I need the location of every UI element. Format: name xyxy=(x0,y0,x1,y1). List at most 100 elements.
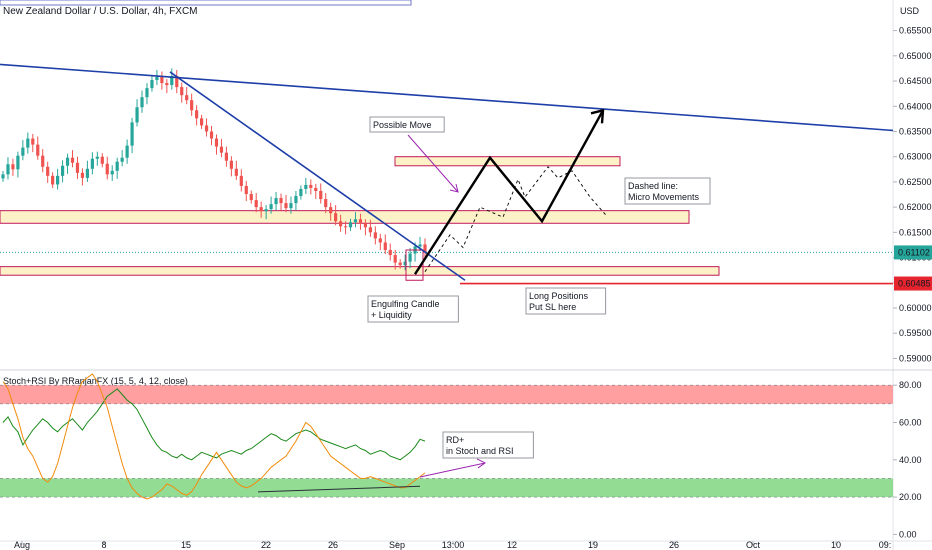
candle-body xyxy=(244,185,248,195)
candle-body xyxy=(1,174,5,179)
micro-movement-path xyxy=(424,166,608,272)
resistance-trendline-short xyxy=(169,71,466,281)
price-tick-label: 0.63500 xyxy=(899,126,932,136)
candle-body xyxy=(353,219,358,223)
demand-zone-lower xyxy=(0,266,720,276)
candle-body xyxy=(398,262,402,266)
annotation-possible-move-box xyxy=(369,116,445,133)
candle-body xyxy=(160,77,164,84)
candle-body xyxy=(26,138,30,148)
annotation-rd-box xyxy=(442,431,534,459)
candle-body xyxy=(21,147,25,156)
time-tick-label: 12 xyxy=(507,540,517,550)
indicator-tick-label: 0.00 xyxy=(899,529,917,539)
zone-mid xyxy=(0,210,690,224)
candle-body xyxy=(150,80,154,89)
candle-body xyxy=(339,221,343,227)
annotation-dashed-line-text: Dashed line: xyxy=(628,181,678,191)
candle-body xyxy=(145,88,149,98)
candle-body xyxy=(51,175,55,185)
time-tick-label: Oct xyxy=(746,540,761,550)
candle-body xyxy=(110,170,114,175)
chart-title: New Zealand Dollar / U.S. Dollar, 4h, FX… xyxy=(3,6,198,17)
top-toolbar-edge[interactable] xyxy=(0,0,412,6)
candle-body xyxy=(60,165,65,176)
candle-body xyxy=(185,95,189,101)
price-badge xyxy=(894,245,932,260)
candle-body xyxy=(195,110,199,119)
candle-body xyxy=(324,199,328,208)
candle-body xyxy=(373,232,377,239)
annotation-long-positions-box xyxy=(525,287,607,315)
candle-body xyxy=(85,168,89,178)
candle-body xyxy=(120,157,124,162)
price-tick-label: 0.63000 xyxy=(899,152,932,162)
divergence-arrowhead xyxy=(476,458,486,469)
candle-body xyxy=(239,175,243,186)
annotation-engulfing-box xyxy=(367,295,459,323)
projected-path xyxy=(413,109,605,275)
candle-body xyxy=(423,244,427,253)
candle-body xyxy=(170,76,174,86)
indicator-tick-label: 20.00 xyxy=(899,492,922,502)
candle-body xyxy=(264,209,268,212)
candle-body xyxy=(90,158,94,169)
candle-body xyxy=(140,97,144,108)
rsi-line xyxy=(2,388,426,461)
resistance-trendline-long xyxy=(0,63,894,132)
time-tick-label: 22 xyxy=(261,540,271,550)
candle-body xyxy=(125,145,129,158)
candle-body xyxy=(115,161,119,171)
price-tick-label: 0.64000 xyxy=(899,101,932,111)
candle-body xyxy=(289,203,293,209)
supply-zone-upper xyxy=(394,156,621,167)
annotation-possible-move-text: Possible Move xyxy=(373,120,432,130)
candle-body xyxy=(259,207,263,212)
overbought-band xyxy=(0,385,893,404)
candle-body xyxy=(165,83,169,86)
candle-body xyxy=(363,223,368,228)
annotation-rd-text: in Stoch and RSI xyxy=(446,446,514,456)
candle-body xyxy=(41,155,45,167)
time-tick-label: 26 xyxy=(328,540,338,550)
candle-body xyxy=(75,162,80,173)
price-tick-label: 0.60000 xyxy=(899,303,932,313)
candle-body xyxy=(16,155,20,170)
candle-body xyxy=(234,168,238,176)
candle-body xyxy=(314,187,318,191)
time-tick-label: Sep xyxy=(389,540,405,550)
candle-body xyxy=(284,203,288,209)
price-tick-label: 0.59000 xyxy=(899,353,932,363)
candle-body xyxy=(46,166,50,176)
stoch-line xyxy=(2,373,426,500)
indicator-title: Stoch+RSI By RRanjanFX (15, 5, 4, 12, cl… xyxy=(3,376,188,386)
candle-body xyxy=(418,244,422,247)
candle-body xyxy=(294,196,298,204)
price-tick-label: 0.65000 xyxy=(899,51,932,61)
candle-body xyxy=(175,76,179,88)
possible-move-arrow xyxy=(407,134,459,193)
candle-body xyxy=(403,261,407,266)
candle-body xyxy=(348,222,353,228)
divergence-arrow xyxy=(419,462,486,478)
divergence-line xyxy=(257,485,421,493)
candle-body xyxy=(229,160,233,169)
candle-body xyxy=(190,100,194,111)
candle-body xyxy=(209,131,214,139)
time-tick-label: 10 xyxy=(831,540,841,550)
time-tick-label: Aug xyxy=(14,540,30,550)
candle-body xyxy=(204,125,209,132)
candle-body xyxy=(299,188,303,197)
candle-body xyxy=(135,107,139,123)
annotation-long-positions-text: Put SL here xyxy=(529,302,576,312)
candle-body xyxy=(319,190,323,200)
time-tick-label: 19 xyxy=(588,540,598,550)
time-tick-label: 26 xyxy=(669,540,679,550)
indicator-tick-label: 40.00 xyxy=(899,455,922,465)
annotation-engulfing-text: + Liquidity xyxy=(371,310,412,320)
time-tick-label: 15 xyxy=(181,540,191,550)
candle-body xyxy=(254,200,258,208)
price-badge-label: 0.61102 xyxy=(898,247,930,257)
candle-body xyxy=(6,164,10,175)
candle-body xyxy=(180,87,184,96)
